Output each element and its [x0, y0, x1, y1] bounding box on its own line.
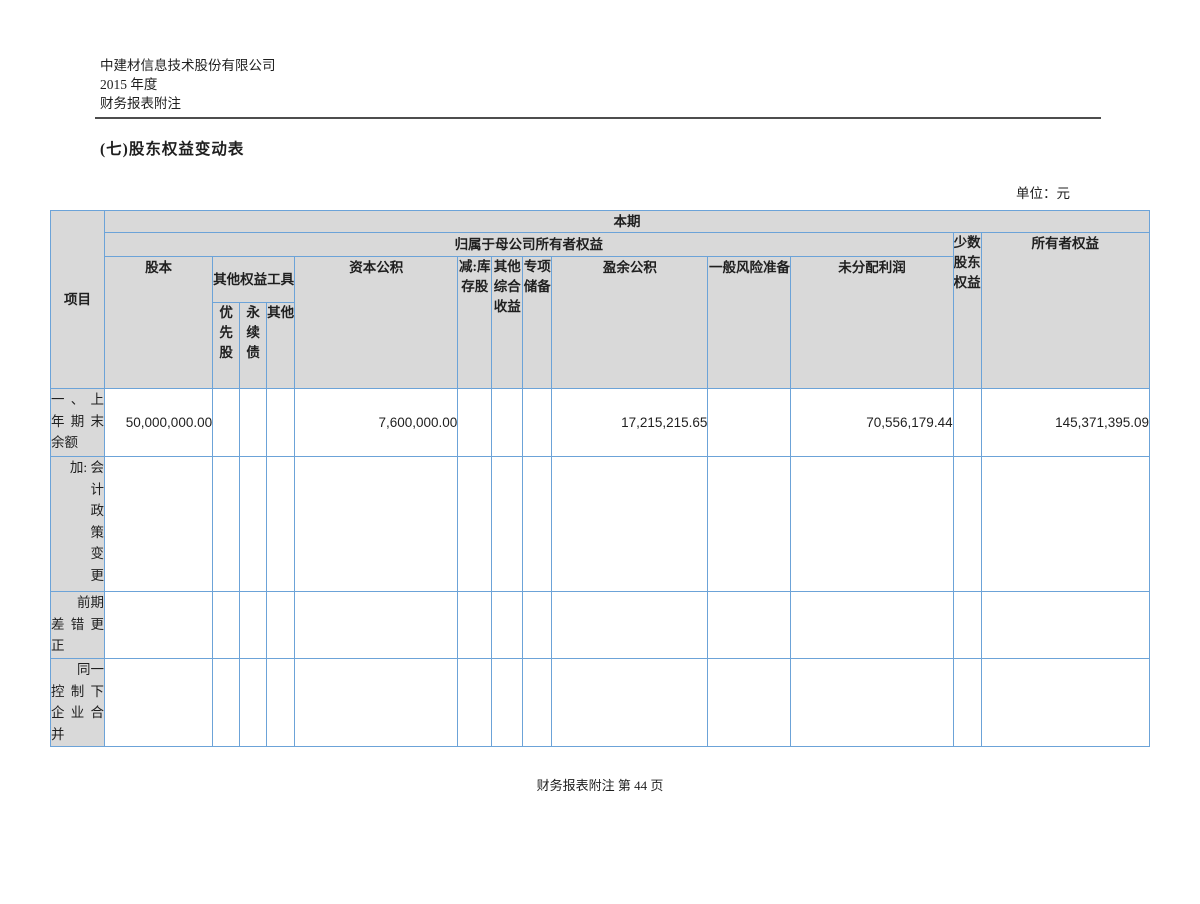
header-cell-owners-equity: 所有者权益 — [980, 232, 1151, 389]
equity-change-table: 项目 本期 归属于母公司所有者权益 少数股东权益 所有者权益 股本 其他权益工具… — [49, 210, 1151, 747]
value-cell — [491, 388, 524, 457]
fiscal-year: 2015 年度 — [100, 77, 158, 92]
value-cell — [294, 658, 459, 747]
value-cell — [491, 456, 524, 592]
value-cell — [522, 658, 553, 747]
value-cell — [952, 388, 982, 457]
header-cell-attributable-to-parent: 归属于母公司所有者权益 — [104, 232, 954, 257]
value-cell — [522, 388, 553, 457]
table-row: 加: 会 计 政 策 变 更 — [49, 456, 1151, 592]
value-cell — [266, 456, 296, 592]
table-row: 同一控制下企业合并 — [49, 658, 1151, 747]
document-page: { "page": { "company_name": "中建材信息技术股份有限… — [0, 56, 1200, 904]
header-cell-other: 其他 — [266, 302, 296, 389]
value-cell — [239, 658, 268, 747]
value-cell — [551, 456, 709, 592]
header-cell-perpetual-bonds: 永续债 — [239, 302, 268, 389]
value-cell — [551, 658, 709, 747]
value-cell — [212, 591, 241, 659]
value-cell — [212, 658, 241, 747]
header-cell-special-reserve: 专项储备 — [522, 256, 553, 389]
header-cell-item: 项目 — [49, 210, 106, 389]
value-cell — [212, 456, 241, 592]
doc-type: 财务报表附注 — [100, 96, 181, 111]
value-cell — [239, 591, 268, 659]
value-cell — [707, 456, 792, 592]
value-cell — [707, 658, 792, 747]
header-cell-minority-interest: 少数股东权益 — [952, 232, 982, 389]
value-cell: 17,215,215.65 — [551, 388, 709, 457]
page-footer: 财务报表附注 第 44 页 — [536, 778, 664, 793]
value-cell — [491, 591, 524, 659]
value-cell — [980, 456, 1151, 592]
value-cell — [104, 456, 214, 592]
value-cell — [707, 591, 792, 659]
value-cell — [952, 456, 982, 592]
value-cell — [551, 591, 709, 659]
value-cell — [266, 658, 296, 747]
document-header: 中建材信息技术股份有限公司 2015 年度 财务报表附注 — [100, 56, 1200, 113]
value-cell: 145,371,395.09 — [980, 388, 1151, 457]
value-cell — [239, 456, 268, 592]
value-cell — [457, 658, 493, 747]
value-cell — [790, 658, 954, 747]
value-cell: 7,600,000.00 — [294, 388, 459, 457]
row-label: 加: 会 计 政 策 变 更 — [49, 456, 106, 592]
value-cell — [104, 591, 214, 659]
header-cell-share-capital: 股本 — [104, 256, 214, 389]
value-cell — [457, 456, 493, 592]
section-title: (七)股东权益变动表 — [100, 141, 245, 158]
value-cell — [952, 591, 982, 659]
value-cell — [266, 591, 296, 659]
table-row: 一、上年期末余额 50,000,000.00 7,600,000.00 17,2… — [49, 388, 1151, 457]
value-cell — [266, 388, 296, 457]
header-divider — [95, 117, 1101, 119]
value-cell — [522, 456, 553, 592]
value-cell — [212, 388, 241, 457]
header-cell-other-equity-instruments: 其他权益工具 — [212, 256, 296, 303]
header-cell-preferred-shares: 优先股 — [212, 302, 241, 389]
unit-label: 单位：元 — [1016, 186, 1070, 201]
value-cell — [522, 591, 553, 659]
value-cell — [980, 591, 1151, 659]
company-name: 中建材信息技术股份有限公司 — [100, 58, 276, 73]
header-cell-general-risk-reserve: 一般风险准备 — [707, 256, 792, 389]
value-cell — [491, 658, 524, 747]
row-label: 同一控制下企业合并 — [49, 658, 106, 747]
value-cell — [790, 456, 954, 592]
value-cell: 70,556,179.44 — [790, 388, 954, 457]
value-cell — [707, 388, 792, 457]
header-cell-capital-reserve: 资本公积 — [294, 256, 459, 389]
value-cell — [104, 658, 214, 747]
row-label: 前期差错更正 — [49, 591, 106, 659]
value-cell: 50,000,000.00 — [104, 388, 214, 457]
value-cell — [952, 658, 982, 747]
value-cell — [457, 388, 493, 457]
value-cell — [457, 591, 493, 659]
header-cell-other-comprehensive-income: 其他综合收益 — [491, 256, 524, 389]
row-label: 一、上年期末余额 — [49, 388, 106, 457]
value-cell — [294, 456, 459, 592]
header-cell-undistributed-profit: 未分配利润 — [790, 256, 954, 389]
value-cell — [239, 388, 268, 457]
value-cell — [980, 658, 1151, 747]
table-row: 前期差错更正 — [49, 591, 1151, 659]
header-cell-less-treasury-shares: 减:库存股 — [457, 256, 493, 389]
value-cell — [294, 591, 459, 659]
header-cell-current-period: 本期 — [104, 210, 1150, 233]
header-cell-surplus-reserve: 盈余公积 — [551, 256, 709, 389]
value-cell — [790, 591, 954, 659]
